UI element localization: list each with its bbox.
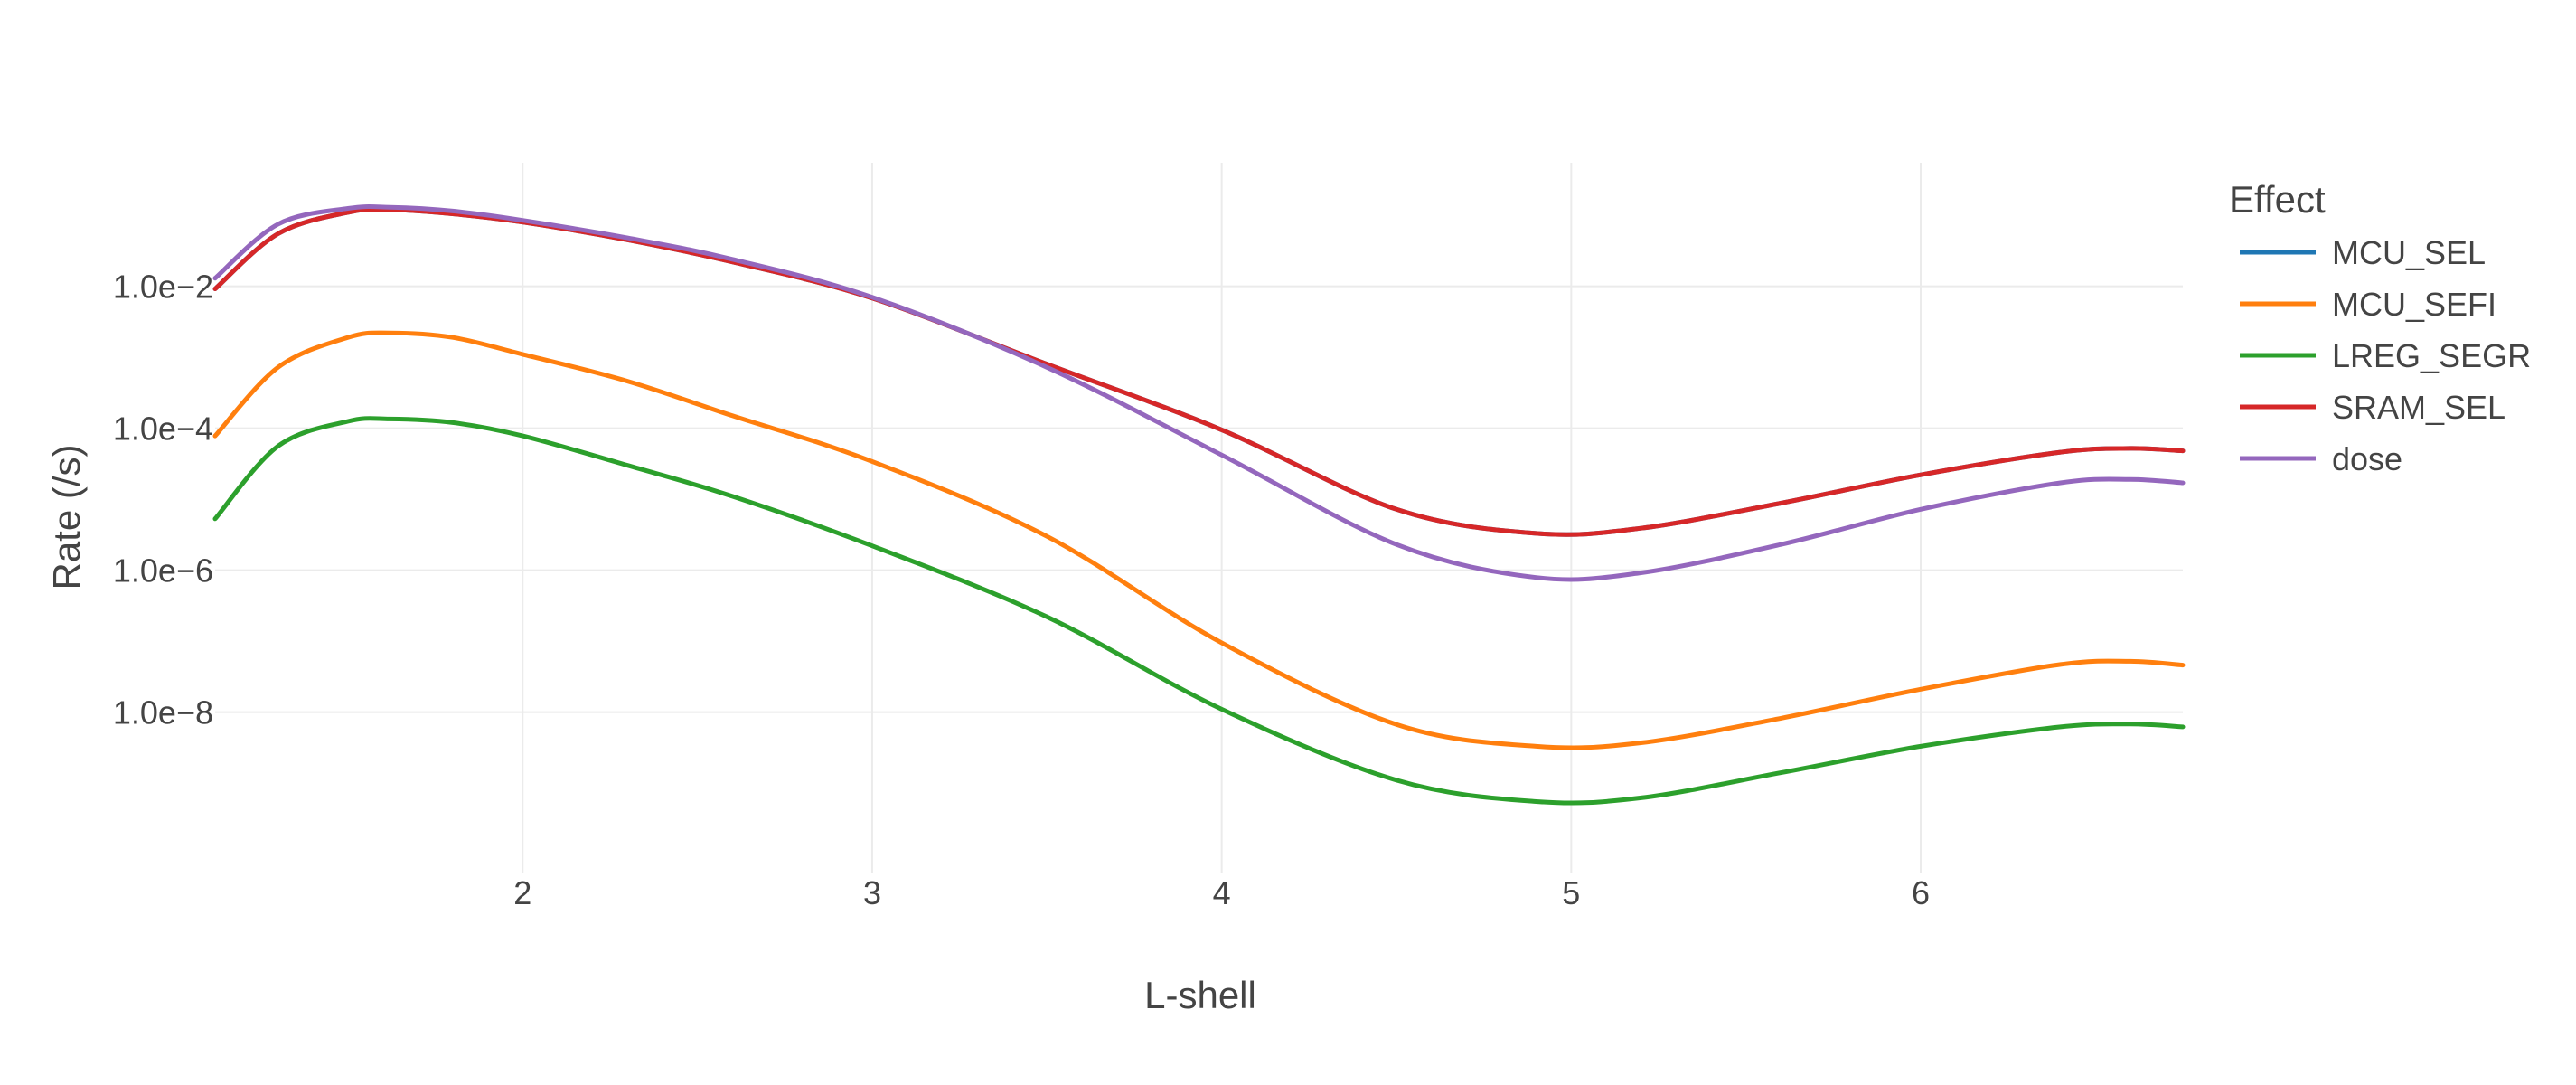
legend-label: MCU_SEL [2332, 234, 2486, 271]
x-tick-label: 4 [1213, 874, 1231, 911]
series-line-sram-sel [212, 207, 2186, 537]
series-line-dose [212, 204, 2186, 582]
x-tick-label: 2 [513, 874, 531, 911]
x-axis-ticks: 2 3 4 5 6 [513, 874, 1930, 911]
x-tick-label: 3 [863, 874, 881, 911]
y-tick-label: 1.0e−6 [113, 552, 213, 590]
series-line-mcu-sel [212, 207, 2186, 537]
legend: Effect MCU_SEL MCU_SEFI LREG_SEGR SRAM_SELd… [2229, 178, 2531, 477]
legend-item-mcu-sel[interactable]: MCU_SEL [2240, 234, 2486, 271]
y-tick-label: 1.0e−4 [113, 410, 213, 448]
legend-item-mcu-sefi[interactable]: MCU_SEFI [2240, 286, 2496, 323]
legend-item-lreg-segr[interactable]: LREG_SEGR [2240, 337, 2531, 374]
legend-label: dose [2332, 440, 2402, 477]
y-tick-label: 1.0e−8 [113, 694, 213, 731]
legend-item-dose[interactable]: dose [2240, 440, 2402, 477]
series-line-mcu-sefi [212, 330, 2186, 750]
legend-title: Effect [2229, 178, 2326, 221]
series-line-lreg-segr [212, 416, 2186, 806]
series-layer [212, 204, 2186, 806]
y-tick-label: 1.0e−2 [113, 269, 213, 306]
y-axis-ticks: 1.0e−2 1.0e−4 1.0e−6 1.0e−8 [113, 269, 213, 731]
grid-layer [215, 163, 2183, 873]
legend-label: LREG_SEGR [2332, 337, 2531, 374]
x-tick-label: 5 [1562, 874, 1580, 911]
legend-item-sram-sel[interactable]: SRAM_SEL [2240, 389, 2505, 426]
x-tick-label: 6 [1912, 874, 1930, 911]
legend-label: MCU_SEFI [2332, 286, 2496, 323]
x-axis-title: L-shell [1144, 974, 1256, 1016]
legend-label: SRAM_SEL [2332, 389, 2505, 426]
y-axis-title: Rate (/s) [45, 444, 88, 590]
